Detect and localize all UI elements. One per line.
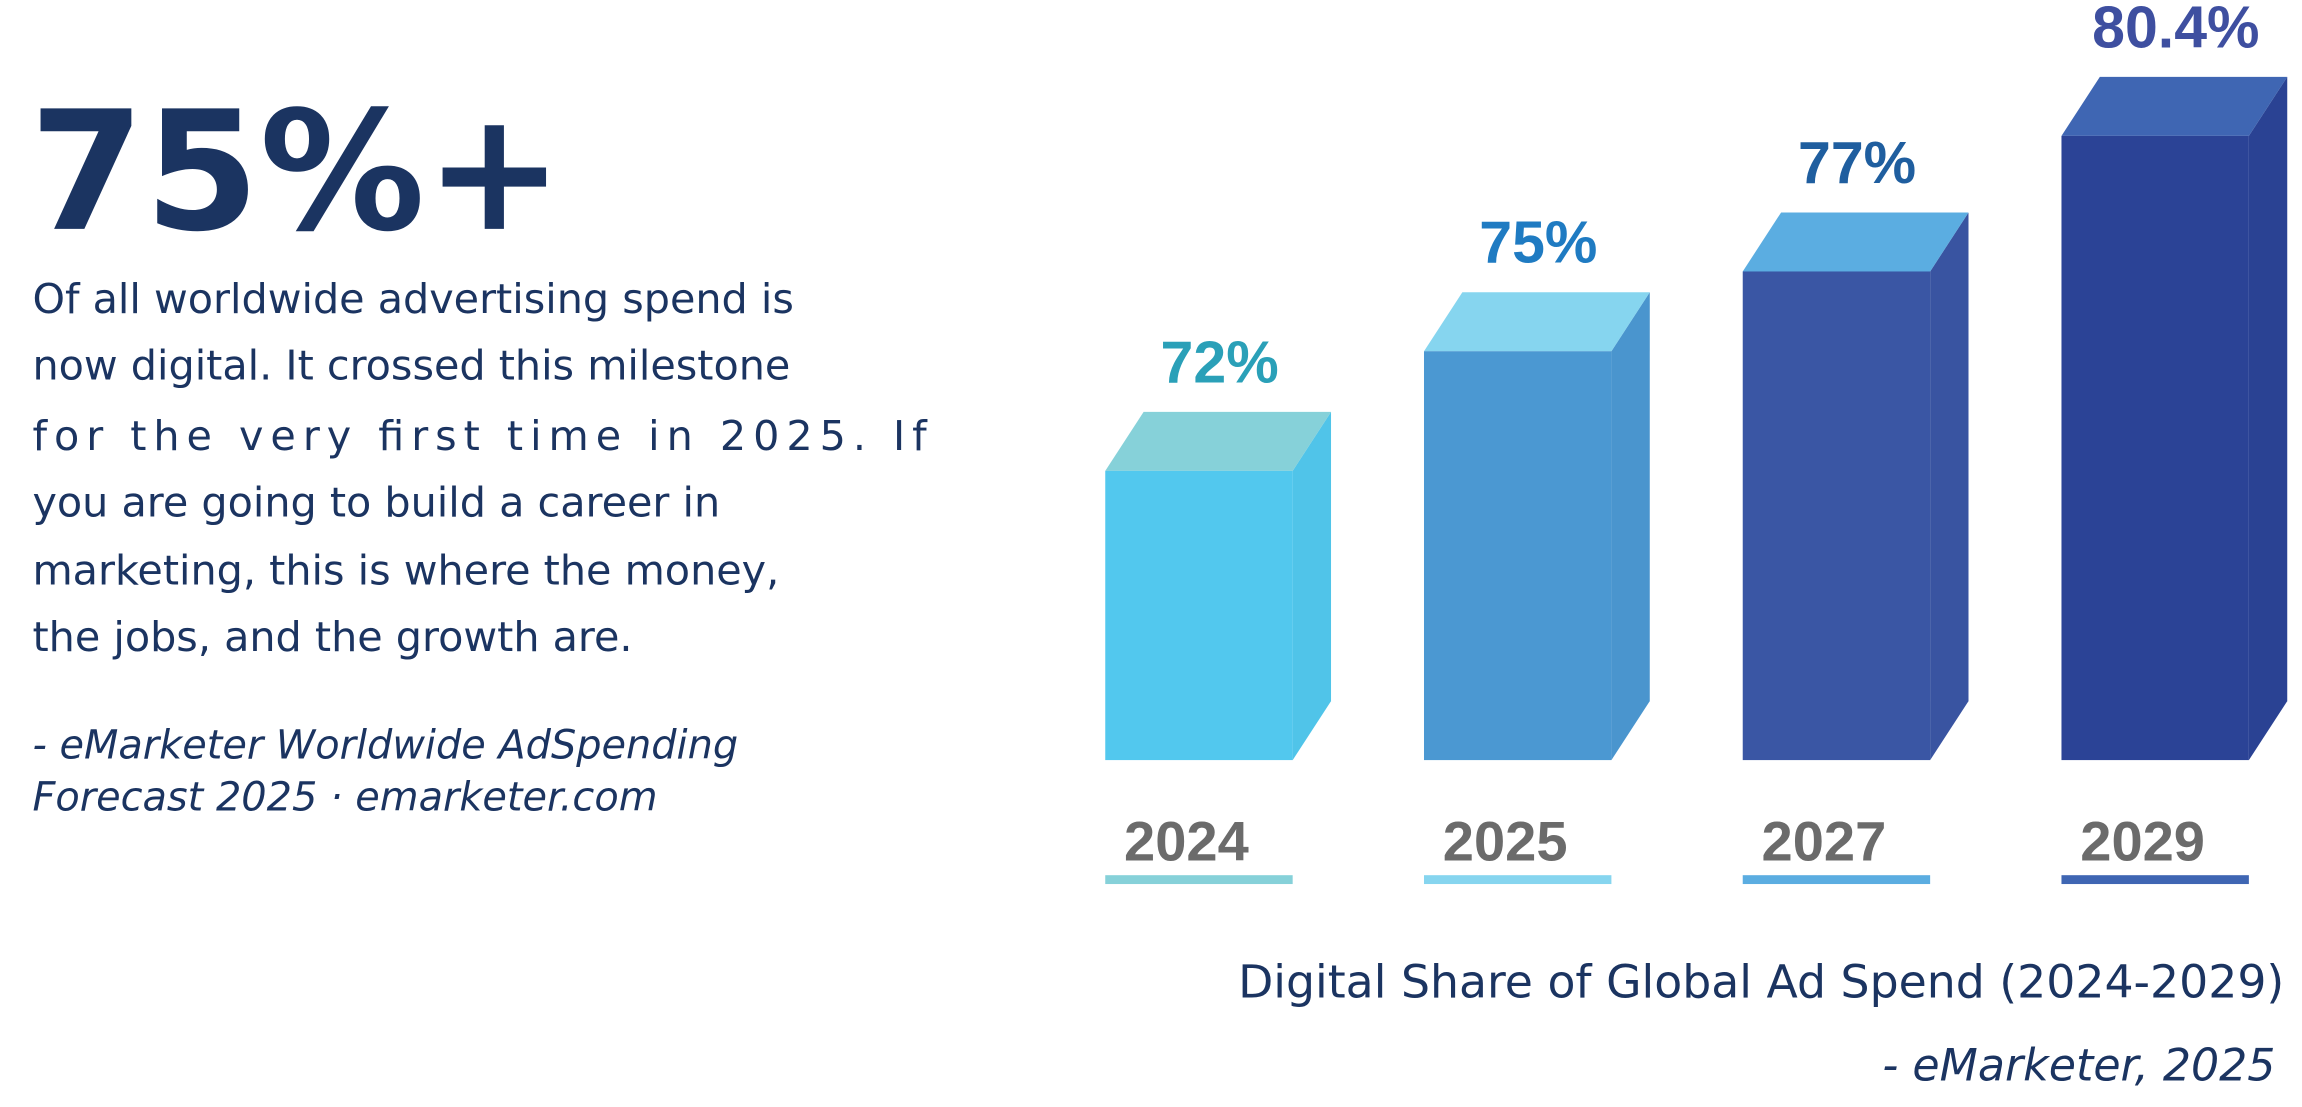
bar bbox=[1105, 470, 1293, 761]
body-line: marketing, this is where the money, bbox=[32, 546, 779, 594]
category-underline bbox=[1742, 875, 1931, 885]
value-label: 75% bbox=[1479, 210, 1597, 276]
body-line: you are going to build a career in bbox=[32, 479, 720, 527]
body-line: now digital. It crossed this milestone bbox=[32, 341, 790, 389]
headline-source: - eMarketer Worldwide AdSpending Forecast… bbox=[32, 723, 738, 821]
headline-stat: 75%+ bbox=[30, 76, 564, 268]
category-label: 2025 bbox=[1443, 809, 1568, 872]
bar-top bbox=[1742, 212, 1969, 272]
bar-side bbox=[1930, 212, 1969, 761]
category-label: 2027 bbox=[1762, 809, 1887, 872]
value-label: 72% bbox=[1161, 329, 1279, 395]
bar bbox=[1742, 271, 1931, 761]
category-label: 2029 bbox=[2080, 809, 2205, 872]
source-line: - eMarketer Worldwide AdSpending bbox=[32, 723, 738, 769]
chart-subtitle: - eMarketer, 2025 bbox=[1882, 1040, 2275, 1091]
bar-side bbox=[1292, 411, 1332, 761]
chart-title: Digital Share of Global Ad Spend (2024-2… bbox=[1238, 956, 2284, 1009]
category-underline bbox=[1423, 875, 1612, 885]
bar-top bbox=[2061, 76, 2288, 136]
bar-top bbox=[1423, 292, 1650, 352]
value-label: 80.4% bbox=[2092, 0, 2259, 60]
bar-side bbox=[2248, 76, 2288, 761]
category-label: 2024 bbox=[1124, 809, 1249, 872]
bar-top bbox=[1105, 411, 1332, 471]
source-line: Forecast 2025 · emarketer.com bbox=[32, 774, 657, 820]
bar bbox=[2061, 135, 2249, 761]
bar bbox=[1423, 351, 1612, 761]
bar-side bbox=[1611, 292, 1650, 761]
value-label: 77% bbox=[1798, 130, 1916, 196]
body-line: for the very first time in 2025. If bbox=[32, 412, 928, 460]
bar-chart: 72% 2024 75% 2025 77% 2027 80.4% 2029 bbox=[1105, 0, 2288, 885]
body-line: Of all worldwide advertising spend is bbox=[32, 275, 793, 323]
category-underline bbox=[1105, 875, 1293, 885]
category-underline bbox=[2061, 875, 2249, 885]
body-line: the jobs, and the growth are. bbox=[32, 613, 632, 661]
headline-body: Of all worldwide advertising spend is now… bbox=[32, 275, 928, 661]
